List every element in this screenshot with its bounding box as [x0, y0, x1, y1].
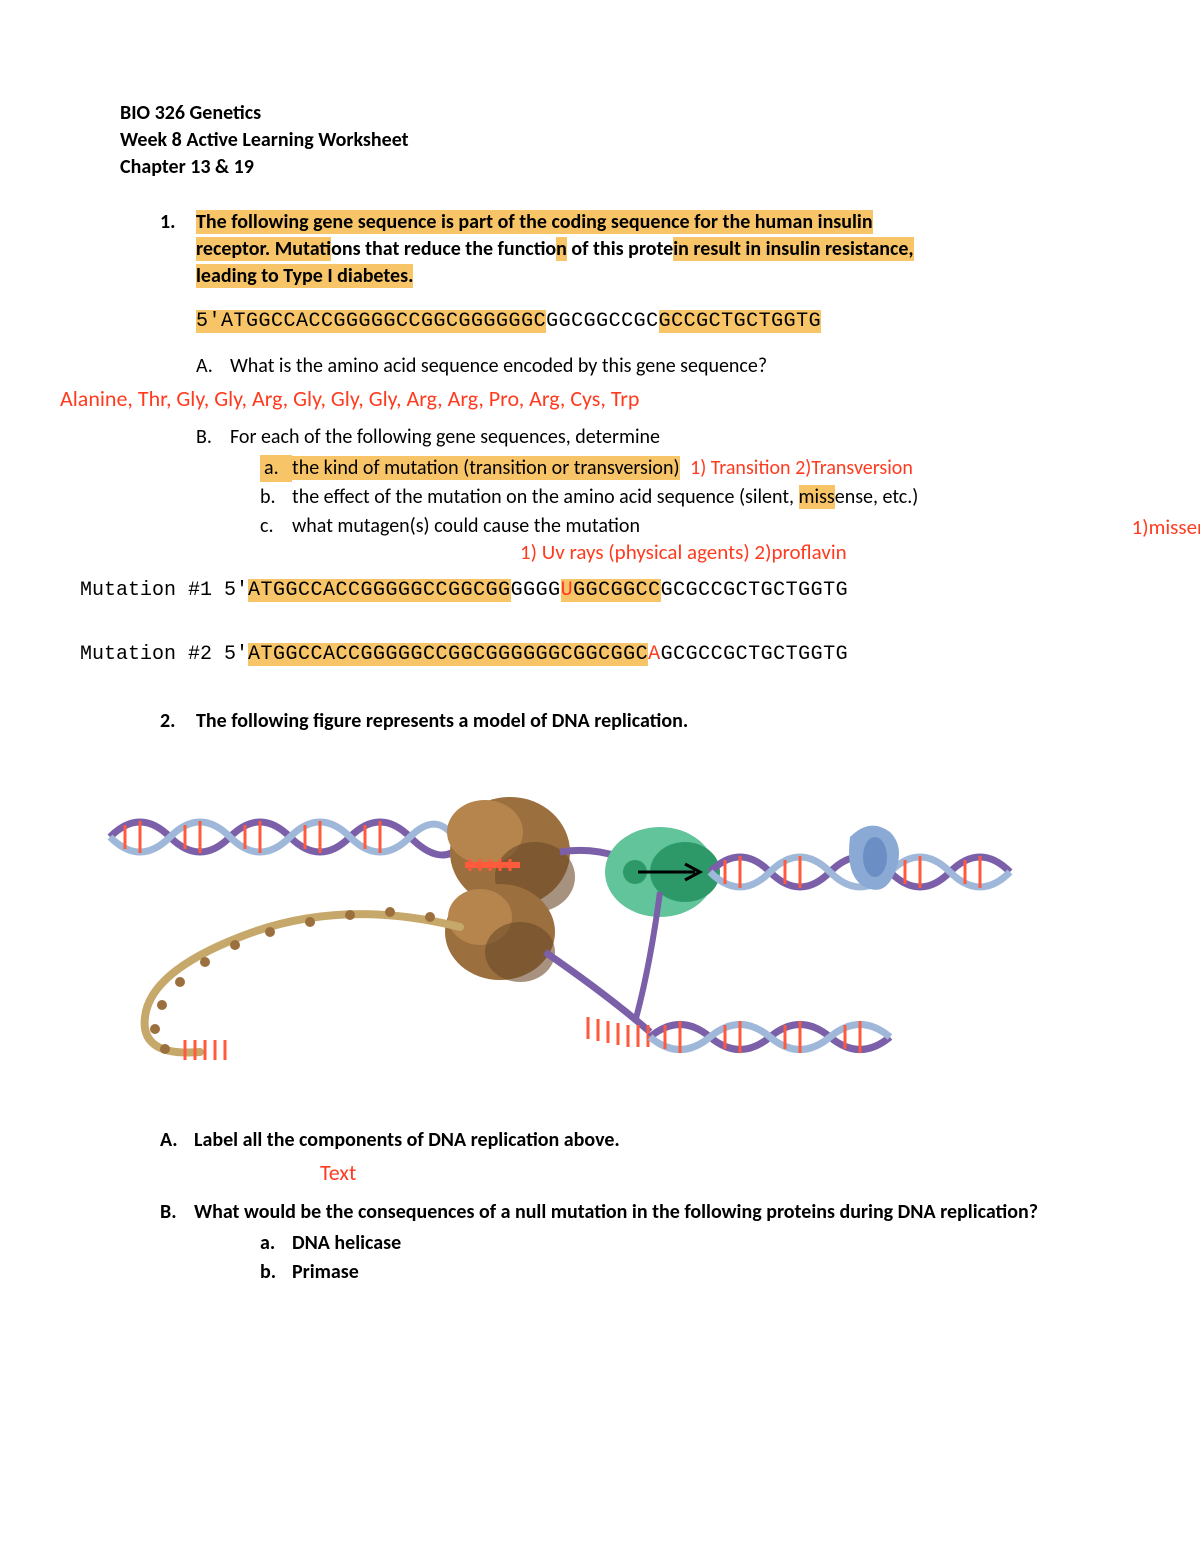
q1a-answer: Alanine, Thr, Gly, Gly, Arg, Gly, Gly, G… [60, 384, 1110, 414]
mutation-1: Mutation #1 5'ATGGCCACCGGGGGCCGGCGGGGGGU… [80, 576, 1110, 604]
worksheet-header: BIO 326 Genetics Week 8 Active Learning … [120, 100, 1110, 181]
q1bc-answer: 1) Uv rays (physical agents) 2)proflavin [520, 538, 847, 566]
chapter-label: Chapter 13 & 19 [120, 154, 1110, 181]
q2-part-a: A. Label all the components of DNA repli… [160, 1127, 1110, 1154]
question-1: 1. The following gene sequence is part o… [160, 209, 1110, 290]
q2-number: 2. [160, 708, 196, 735]
q1bb-answer: 1)missence 2)Frameshift [1132, 513, 1200, 541]
q2-prompt: The following figure represents a model … [196, 708, 1110, 735]
q1-b-a: a. the kind of mutation (transition or t… [260, 455, 1110, 482]
dna-replication-figure [90, 757, 1050, 1097]
q1-number: 1. [160, 209, 196, 290]
q1-part-b: B. For each of the following gene sequen… [196, 424, 1110, 451]
course-code: BIO 326 Genetics [120, 100, 1110, 127]
q2a-placeholder: Text [320, 1158, 1110, 1188]
q2-part-b: B. What would be the consequences of a n… [160, 1199, 1110, 1226]
q2-b-b: b. Primase [260, 1259, 1110, 1286]
q1-part-a: A. What is the amino acid sequence encod… [196, 353, 1110, 380]
q2-b-a: a. DNA helicase [260, 1230, 1110, 1257]
q1-b-b: b. the effect of the mutation on the ami… [260, 484, 1110, 511]
replication-svg [90, 757, 1050, 1097]
worksheet-title: Week 8 Active Learning Worksheet [120, 127, 1110, 154]
mutation-2: Mutation #2 5'ATGGCCACCGGGGGCCGGCGGGGGGC… [80, 640, 1110, 668]
q1ba-answer: 1) Transition 2)Transversion [690, 456, 913, 480]
q1-prompt: The following gene sequence is part of t… [196, 209, 1110, 290]
original-sequence: 5'ATGGCCACCGGGGGCCGGCGGGGGGCGGCGGCCGCGCC… [196, 308, 1110, 335]
question-2: 2. The following figure represents a mod… [160, 708, 1110, 735]
q1-b-c: c. what mutagen(s) could cause the mutat… [260, 513, 1110, 540]
